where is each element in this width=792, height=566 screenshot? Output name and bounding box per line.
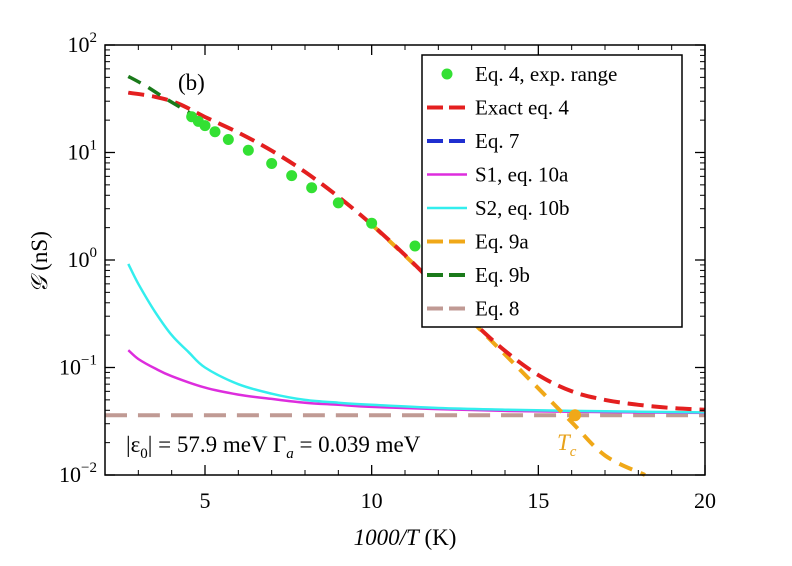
data-point [332, 197, 344, 209]
legend-label: Eq. 4, exp. range [475, 62, 617, 86]
x-axis-label: 1000/T (K) [354, 525, 457, 550]
legend-entries: Eq. 4, exp. range Exact eq. 4 Eq. 7 S1, eq.… [427, 62, 617, 321]
series-layer [104, 74, 706, 477]
legend-item-eq-9a: Eq. 9a [427, 230, 529, 254]
data-point [266, 158, 278, 170]
params-eps: |ε [126, 432, 140, 457]
legend-item-eq-9b: Eq. 9b [427, 263, 530, 287]
y-tick-base: 10 [68, 32, 90, 57]
params-mid: | = 57.9 meV Γ [148, 432, 286, 457]
legend-item-eq-8: Eq. 8 [427, 297, 519, 321]
y-tick-label: 10−2 [59, 460, 97, 487]
y-tick-label: 102 [68, 30, 98, 57]
legend-label: S1, eq. 10a [475, 163, 569, 187]
y-tick-base: 10 [59, 355, 81, 380]
legend-label: Eq. 9b [475, 263, 530, 287]
y-tick-base: 10 [59, 462, 81, 487]
y-tick-exponent: 0 [90, 245, 98, 261]
panel-label: (b) [178, 70, 205, 95]
legend-marker [441, 68, 453, 80]
y-tick-base: 10 [68, 140, 90, 165]
legend-item-eq-4-exp-range: Eq. 4, exp. range [441, 62, 617, 86]
tc-annotation: Tc [557, 430, 577, 460]
x-tick-label: 5 [200, 488, 211, 513]
x-axis-label-var: 1000/T [354, 525, 421, 550]
data-point [242, 144, 254, 156]
y-tick-label: 100 [68, 245, 98, 272]
y-axis-label-unit: (nS) [27, 231, 52, 276]
data-point [286, 170, 298, 182]
data-point [222, 134, 234, 146]
data-point [306, 182, 318, 194]
legend-item-s1-eq-10a: S1, eq. 10a [427, 163, 569, 187]
y-axis-label: 𝒢 (nS) [27, 231, 52, 293]
series-line-exact-eq-4 [127, 90, 706, 412]
legend-label: Eq. 7 [475, 129, 519, 153]
params-eps-sub: 0 [140, 446, 148, 462]
y-tick-base: 10 [68, 247, 90, 272]
y-tick-label: 10−1 [59, 353, 97, 380]
y-axis-label-symbol: 𝒢 [27, 273, 52, 293]
series-line-s2-eq-10b [127, 263, 706, 414]
y-tick-exponent: 2 [90, 30, 98, 46]
data-point [366, 217, 378, 229]
tc-main: T [557, 430, 572, 455]
params-end: = 0.039 meV [294, 432, 421, 457]
y-tick-exponent: −2 [81, 460, 97, 476]
legend-item-exact-eq-4: Exact eq. 4 [427, 96, 569, 120]
legend-box [421, 54, 683, 328]
params-gamma-sub: a [286, 446, 294, 462]
data-point [199, 120, 211, 132]
y-tick-label: 101 [68, 138, 98, 165]
legend-label: Exact eq. 4 [475, 96, 569, 120]
data-point [209, 126, 221, 138]
y-tick-exponent: 1 [90, 138, 98, 154]
series-line-eq-9b [127, 74, 193, 116]
legend-label: S2, eq. 10b [475, 196, 570, 220]
tc-marker [569, 409, 581, 422]
data-point [409, 240, 421, 252]
legend-item-s2-eq-10b: S2, eq. 10b [427, 196, 570, 220]
x-tick-label: 20 [694, 488, 716, 513]
legend-item-eq-7: Eq. 7 [427, 129, 519, 153]
x-axis-label-unit: (K) [419, 525, 457, 550]
legend-label: Eq. 9a [475, 230, 529, 254]
tc-sub: c [570, 444, 577, 460]
legend-label: Eq. 8 [475, 297, 519, 321]
x-tick-label: 15 [527, 488, 549, 513]
series-eq-4-exp-range [186, 111, 421, 252]
x-tick-label: 10 [361, 488, 383, 513]
params-annotation: |ε0| = 57.9 meV Γa = 0.039 meV [126, 432, 421, 462]
y-tick-exponent: −1 [81, 353, 97, 369]
legend: Eq. 4, exp. range Exact eq. 4 Eq. 7 S1, eq.… [421, 54, 683, 328]
